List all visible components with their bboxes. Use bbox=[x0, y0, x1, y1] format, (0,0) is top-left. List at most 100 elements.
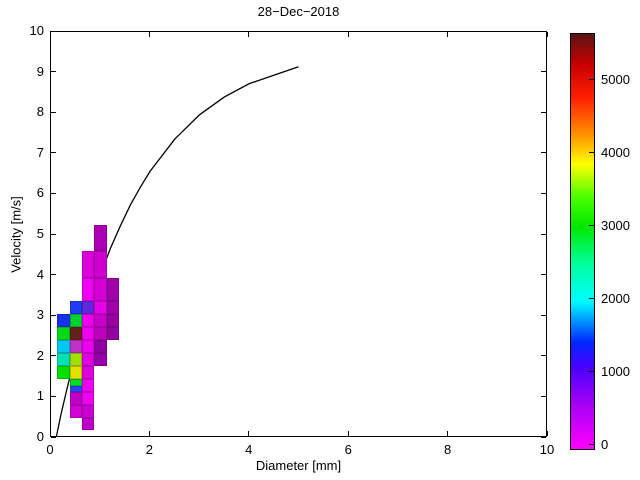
colorbar-tick-label: 3000 bbox=[601, 217, 630, 233]
heatmap-cell bbox=[94, 251, 107, 278]
heatmap-cell bbox=[94, 224, 107, 252]
y-tick-mark-right bbox=[541, 436, 546, 438]
x-tick-label: 0 bbox=[46, 442, 54, 457]
heatmap-cell bbox=[57, 327, 70, 341]
heatmap-cell bbox=[82, 251, 95, 278]
heatmap-cell bbox=[69, 301, 83, 315]
x-tick-mark bbox=[49, 431, 51, 436]
y-tick-label: 9 bbox=[36, 63, 44, 79]
heatmap-cell bbox=[82, 366, 95, 380]
x-tick-mark bbox=[447, 431, 449, 436]
heatmap-cell bbox=[82, 379, 95, 393]
colorbar-tick-mark bbox=[589, 370, 594, 372]
x-tick-label: 2 bbox=[145, 442, 153, 457]
y-tick-mark bbox=[51, 395, 56, 397]
x-tick-mark bbox=[248, 431, 250, 436]
heatmap-cell bbox=[69, 385, 83, 393]
y-tick-mark-right bbox=[541, 274, 546, 276]
plot-title: 28−Dec−2018 bbox=[257, 4, 340, 19]
heatmap-cell bbox=[69, 353, 83, 367]
y-tick-mark bbox=[51, 192, 56, 194]
heatmap-cell bbox=[69, 327, 83, 341]
heatmap-cell bbox=[69, 392, 83, 405]
y-tick-mark bbox=[51, 111, 56, 113]
colorbar-tick-label: 1000 bbox=[601, 363, 630, 379]
heatmap-cell bbox=[82, 353, 95, 367]
heatmap-cell bbox=[57, 340, 70, 354]
heatmap-cell bbox=[82, 404, 95, 418]
y-tick-mark-right bbox=[541, 355, 546, 357]
colorbar-tick-mark bbox=[589, 444, 594, 445]
x-tick-mark bbox=[347, 431, 349, 436]
heatmap-cell bbox=[94, 327, 107, 341]
x-tick-label: 10 bbox=[539, 442, 555, 457]
x-tick-mark-top bbox=[49, 32, 51, 37]
y-tick-mark-right bbox=[541, 111, 546, 113]
y-tick-mark bbox=[51, 233, 56, 235]
x-tick-mark-top bbox=[447, 32, 449, 37]
colorbar-tick-label: 4000 bbox=[601, 144, 630, 160]
heatmap-cell bbox=[94, 277, 107, 302]
y-tick-mark-right bbox=[541, 314, 546, 316]
heatmap-cell bbox=[57, 353, 70, 367]
y-tick-mark bbox=[51, 314, 56, 316]
y-tick-mark bbox=[51, 152, 56, 154]
heatmap-cell bbox=[106, 314, 120, 328]
x-tick-mark-top bbox=[546, 32, 548, 37]
heatmap-cell bbox=[69, 340, 83, 354]
y-tick-mark bbox=[51, 355, 56, 357]
heatmap-cell bbox=[94, 340, 107, 354]
heatmap-cell bbox=[94, 353, 107, 367]
heatmap-cell bbox=[82, 340, 95, 354]
y-tick-mark-right bbox=[541, 233, 546, 235]
heatmap-cell bbox=[106, 301, 120, 315]
y-tick-label: 10 bbox=[29, 23, 44, 38]
y-tick-label: 3 bbox=[36, 307, 44, 323]
y-tick-mark-right bbox=[541, 30, 546, 32]
heatmap-cell bbox=[82, 417, 95, 430]
y-tick-label: 5 bbox=[36, 226, 44, 241]
y-tick-label: 6 bbox=[36, 185, 44, 201]
heatmap-cell bbox=[69, 366, 83, 380]
heatmap-cell bbox=[94, 314, 107, 328]
heatmap-cell bbox=[57, 314, 70, 328]
colorbar-tick-label: 2000 bbox=[601, 290, 630, 306]
y-tick-label: 2 bbox=[36, 347, 44, 363]
heatmap-cell bbox=[82, 301, 95, 315]
terminal-velocity-curve bbox=[55, 66, 299, 437]
heatmap-cell bbox=[82, 277, 95, 302]
x-tick-mark bbox=[546, 431, 548, 436]
heatmap-cell bbox=[69, 379, 83, 386]
colorbar-tick-mark bbox=[589, 78, 594, 80]
heatmap-cell bbox=[106, 277, 120, 302]
heatmap-cell bbox=[106, 327, 120, 341]
heatmap-cell bbox=[82, 314, 95, 328]
y-tick-label: 7 bbox=[36, 144, 44, 160]
colorbar-tick-mark bbox=[589, 224, 594, 226]
y-tick-label: 4 bbox=[36, 266, 44, 282]
heatmap-cell bbox=[69, 404, 83, 418]
y-tick-mark-right bbox=[541, 192, 546, 194]
y-tick-label: 8 bbox=[36, 104, 44, 120]
heatmap-cell bbox=[69, 314, 83, 328]
x-tick-mark-top bbox=[347, 32, 349, 37]
heatmap-cell bbox=[94, 301, 107, 315]
colorbar-tick-mark bbox=[589, 151, 594, 153]
heatmap-cell bbox=[82, 327, 95, 341]
colorbar bbox=[570, 33, 595, 450]
y-tick-mark bbox=[51, 30, 56, 32]
x-tick-label: 8 bbox=[443, 442, 452, 457]
heatmap-cell bbox=[82, 392, 95, 405]
heatmap-cell bbox=[57, 366, 70, 380]
plot-area bbox=[50, 31, 547, 437]
x-tick-label: 4 bbox=[245, 442, 253, 457]
y-tick-mark bbox=[51, 274, 56, 276]
x-tick-mark-top bbox=[148, 32, 150, 37]
x-tick-mark-top bbox=[248, 32, 250, 37]
x-axis-label: Diameter [mm] bbox=[255, 458, 342, 473]
y-tick-label: 0 bbox=[36, 429, 44, 444]
y-tick-label: 1 bbox=[36, 388, 44, 404]
colorbar-tick-label: 0 bbox=[601, 437, 609, 452]
x-tick-label: 6 bbox=[344, 442, 352, 457]
